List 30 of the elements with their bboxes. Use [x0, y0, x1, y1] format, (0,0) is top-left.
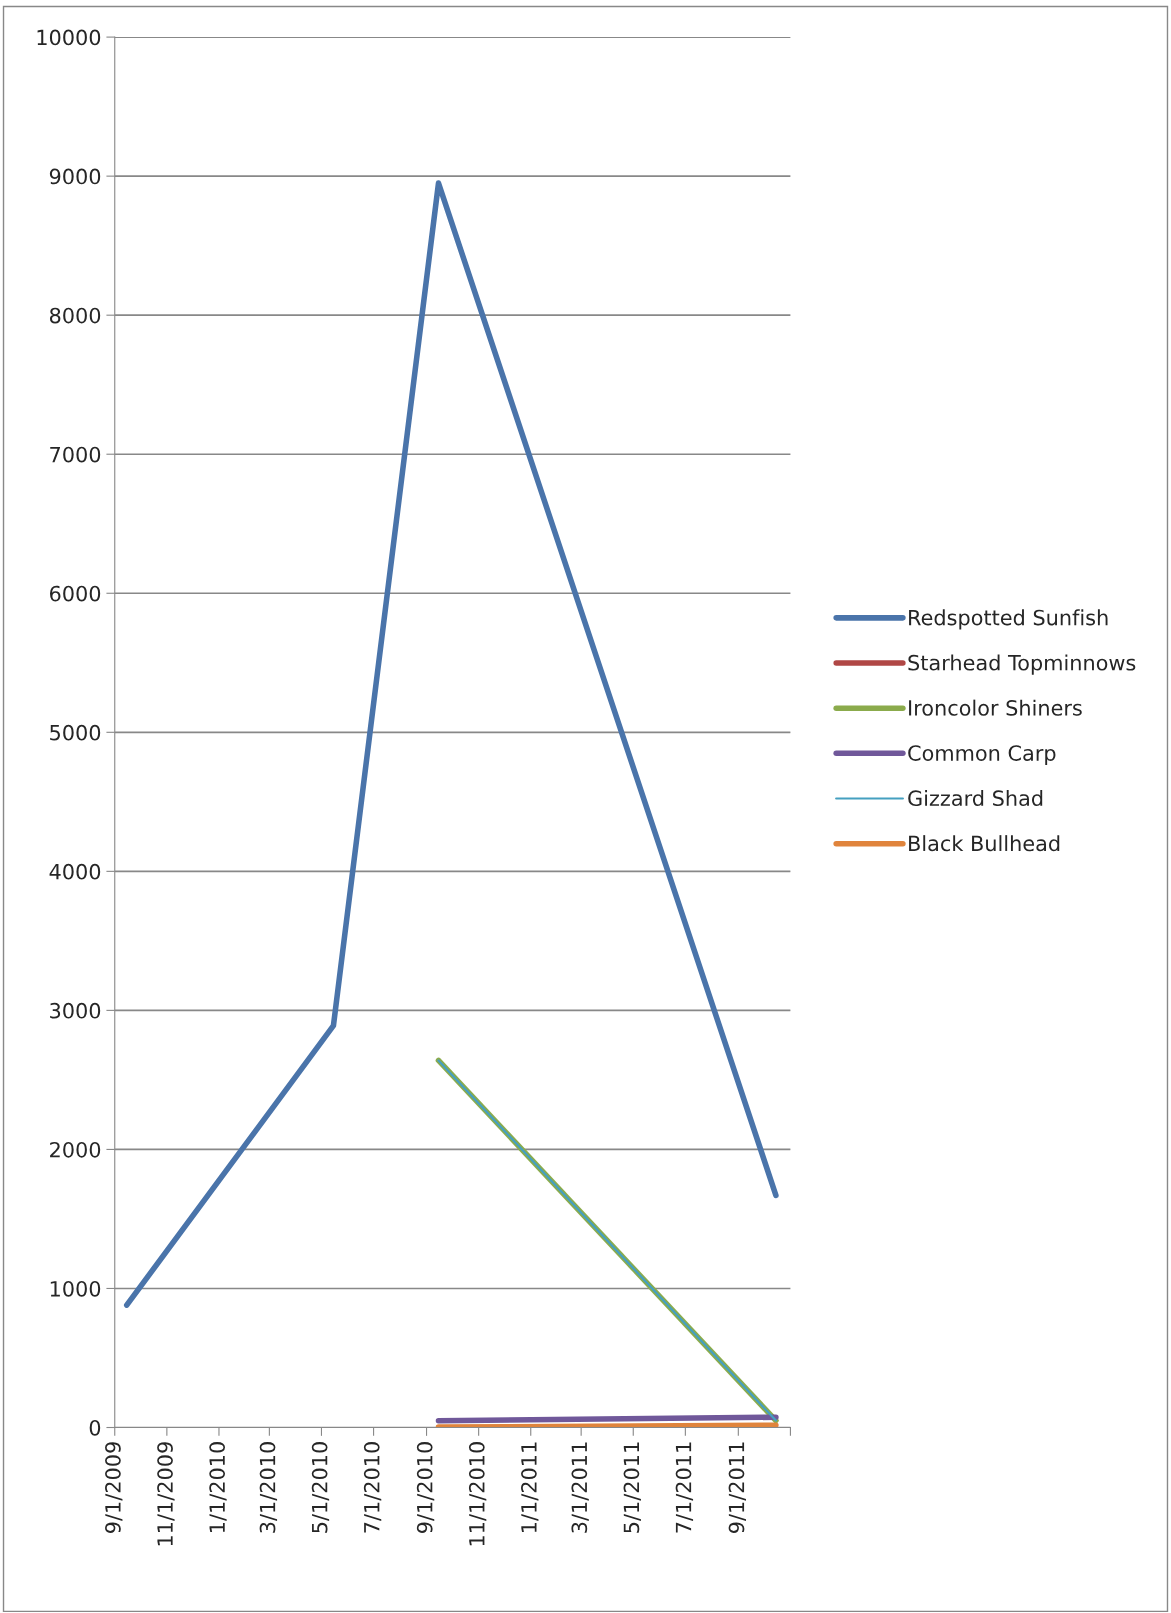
- x-tick-label: 11/1/2009: [157, 1442, 175, 1546]
- x-tick-label: 5/1/2011: [623, 1442, 641, 1533]
- x-tick-label: 9/1/2011: [728, 1442, 746, 1533]
- x-tick-label: 5/1/2010: [311, 1442, 330, 1533]
- y-tick-label: 3000: [50, 1002, 101, 1019]
- legend-label: Starhead Topminnows: [908, 654, 1136, 675]
- legend-label: Redspotted Sunfish: [909, 609, 1108, 630]
- legend-label: Ironcolor Shiners: [909, 699, 1082, 716]
- y-tick-label: 4000: [49, 863, 101, 880]
- y-tick-label: 5000: [50, 724, 101, 741]
- legend-label: Gizzard Shad: [908, 789, 1043, 807]
- x-tick-label: 1/1/2011: [521, 1442, 539, 1532]
- x-tick-label: 9/1/2009: [105, 1442, 123, 1533]
- x-tick-label: 11/1/2010: [468, 1442, 487, 1546]
- x-tick-label: 1/1/2010: [209, 1442, 227, 1532]
- x-tick-label: 7/1/2010: [363, 1442, 382, 1533]
- y-tick-label: 2000: [50, 1141, 101, 1158]
- x-tick-label: 7/1/2011: [675, 1442, 694, 1533]
- y-tick-label: 10000: [37, 29, 101, 46]
- y-tick-label: 0: [89, 1419, 101, 1436]
- legend-label: Black Bullhead: [909, 835, 1060, 852]
- y-tick-label: 7000: [50, 446, 101, 463]
- y-tick-label: 8000: [49, 307, 101, 324]
- y-tick-label: 6000: [50, 585, 101, 602]
- y-tick-label: 1000: [50, 1280, 101, 1297]
- x-tick-label: 3/1/2010: [259, 1442, 278, 1533]
- y-tick-label: 9000: [49, 168, 101, 185]
- x-tick-label: 9/1/2010: [416, 1442, 435, 1533]
- x-tick-label: 3/1/2011: [571, 1442, 589, 1533]
- legend-label: Common Carp: [908, 745, 1056, 765]
